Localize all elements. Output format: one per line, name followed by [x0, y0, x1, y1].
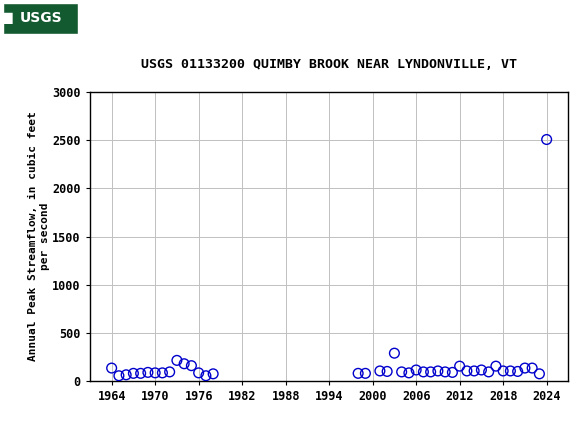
Point — [520, 365, 530, 372]
Point — [390, 350, 399, 356]
Point — [179, 360, 188, 367]
Point — [397, 369, 406, 375]
Point — [208, 370, 218, 377]
Point — [150, 369, 160, 376]
Point — [433, 368, 443, 375]
Point — [448, 369, 457, 376]
Point — [527, 365, 536, 372]
FancyBboxPatch shape — [3, 3, 78, 34]
Point — [158, 369, 167, 376]
Point — [535, 370, 544, 377]
Point — [165, 369, 174, 375]
Point — [498, 368, 508, 375]
Point — [114, 372, 124, 379]
Text: USGS: USGS — [19, 11, 62, 25]
Point — [382, 368, 392, 375]
Point — [491, 362, 501, 369]
Text: █: █ — [3, 12, 12, 24]
Point — [426, 369, 435, 375]
Point — [361, 370, 370, 377]
Point — [419, 369, 428, 375]
Point — [506, 368, 515, 375]
Point — [513, 368, 522, 375]
Point — [411, 366, 420, 373]
Point — [143, 369, 153, 376]
Text: USGS 01133200 QUIMBY BROOK NEAR LYNDONVILLE, VT: USGS 01133200 QUIMBY BROOK NEAR LYNDONVI… — [141, 58, 517, 71]
Point — [121, 372, 130, 378]
Point — [542, 136, 551, 143]
Point — [469, 368, 478, 375]
Point — [172, 357, 182, 364]
Point — [129, 370, 138, 377]
Point — [440, 369, 450, 375]
Point — [194, 369, 203, 376]
Point — [107, 365, 116, 372]
Point — [375, 368, 385, 375]
Point — [477, 366, 486, 373]
Point — [353, 370, 362, 377]
Point — [187, 362, 196, 369]
Point — [136, 370, 145, 377]
Point — [455, 362, 464, 369]
Y-axis label: Annual Peak Streamflow, in cubic feet
per second: Annual Peak Streamflow, in cubic feet pe… — [28, 112, 50, 361]
Point — [201, 372, 211, 379]
Point — [484, 369, 493, 375]
Point — [404, 369, 414, 376]
Point — [462, 368, 472, 375]
